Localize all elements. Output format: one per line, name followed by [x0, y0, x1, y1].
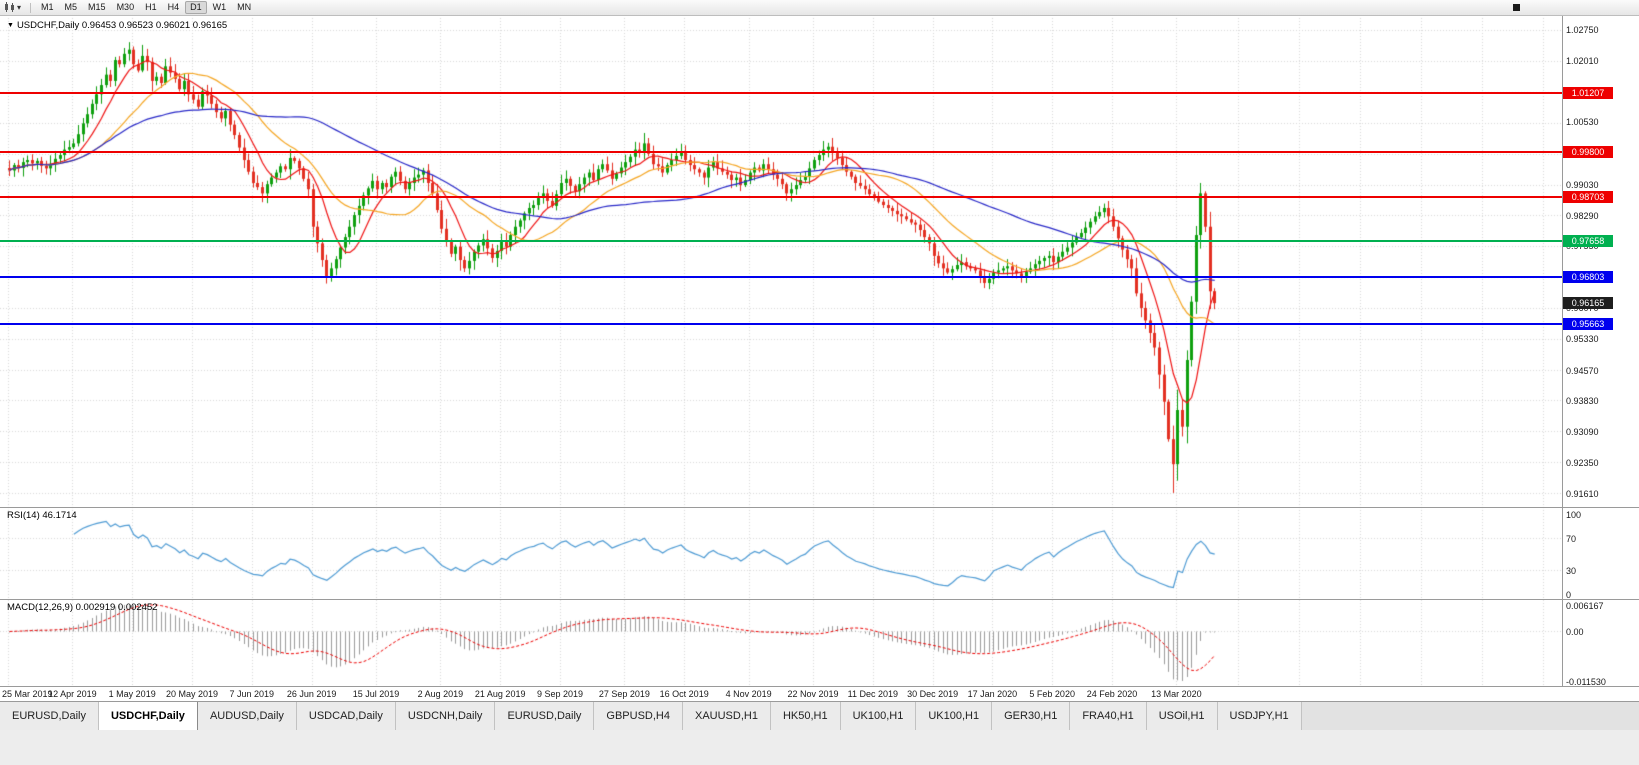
- tab-ger30-h1[interactable]: GER30,H1: [992, 702, 1071, 730]
- price-marker-1.01207: 1.01207: [1563, 87, 1613, 100]
- price-marker-0.98703: 0.98703: [1563, 191, 1613, 204]
- date-tick-label: 9 Sep 2019: [536, 689, 584, 699]
- timeframe-d1[interactable]: D1: [185, 0, 207, 15]
- rsi-tick-label: 100: [1566, 510, 1582, 520]
- tab-audusd-daily[interactable]: AUDUSD,Daily: [197, 702, 297, 730]
- price-tick-label: 1.00530: [1566, 117, 1599, 128]
- tab-usdchf-daily[interactable]: USDCHF,Daily: [98, 702, 198, 730]
- date-tick-label: 17 Jan 2020: [967, 689, 1018, 699]
- macd-indicator-label: MACD(12,26,9) 0.002919 0.002452: [7, 602, 158, 613]
- date-tick-label: 30 Dec 2019: [907, 689, 959, 699]
- symbol-ohlc-label: ▼ USDCHF,Daily 0.96453 0.96523 0.96021 0.…: [7, 20, 227, 31]
- rsi-tick-label: 70: [1566, 534, 1577, 544]
- current-price-marker: 0.96165: [1563, 297, 1613, 310]
- tab-uk100-h1[interactable]: UK100,H1: [840, 702, 917, 730]
- date-tick-label: 5 Feb 2020: [1029, 689, 1075, 699]
- symbol-ohlc-text: USDCHF,Daily 0.96453 0.96523 0.96021 0.9…: [16, 20, 228, 31]
- timeframe-m1[interactable]: M1: [41, 1, 54, 12]
- price-tick-label: 0.95330: [1566, 333, 1599, 344]
- macd-tick-label: -0.011530: [1566, 677, 1606, 687]
- macd-tick-label: 0.00: [1566, 627, 1584, 638]
- price-tick-label: 0.98290: [1566, 210, 1599, 221]
- date-tick-label: 25 Mar 2019: [2, 689, 53, 699]
- macd-panel-separator[interactable]: [0, 599, 1639, 600]
- hline-0.96803[interactable]: [0, 275, 1562, 278]
- hline-0.99800[interactable]: [0, 150, 1562, 153]
- timeframe-toolbar: M1 M5 M15 M30 H1 H4 D1 W1 MN: [36, 0, 256, 15]
- candlestick-chart-icon[interactable]: [4, 2, 16, 13]
- tab-xauusd-h1[interactable]: XAUUSD,H1: [682, 702, 771, 730]
- price-marker-0.99800: 0.99800: [1563, 145, 1613, 158]
- chart-type-dropdown-icon[interactable]: ▾: [17, 2, 22, 12]
- date-tick-label: 4 Nov 2019: [725, 689, 772, 699]
- tab-eurusd-daily[interactable]: EURUSD,Daily: [0, 702, 99, 730]
- price-chart-canvas[interactable]: [0, 16, 1639, 686]
- rsi-panel-separator[interactable]: [0, 507, 1639, 508]
- timeframe-m5[interactable]: M5: [64, 1, 78, 12]
- hline-0.98703[interactable]: [0, 196, 1562, 199]
- date-tick-label: 12 Apr 2019: [48, 689, 97, 699]
- price-marker-0.95663: 0.95663: [1563, 318, 1613, 331]
- chart-toolbar: ▾ M1 M5 M15 M30 H1 H4 D1 W1 MN: [0, 0, 1639, 16]
- chart-tab-bar: EURUSD,Daily USDCHF,Daily AUDUSD,Daily USDC…: [0, 701, 1639, 730]
- date-tick-label: 15 Jul 2019: [352, 689, 400, 699]
- price-marker-0.97658: 0.97658: [1563, 234, 1613, 247]
- tab-usoil-h1[interactable]: USOil,H1: [1146, 702, 1218, 730]
- price-tick-label: 0.91610: [1566, 488, 1599, 499]
- date-tick-label: 16 Oct 2019: [659, 689, 709, 699]
- tab-fra40-h1[interactable]: FRA40,H1: [1070, 702, 1147, 730]
- tab-gbpusd-h4[interactable]: GBPUSD,H4: [594, 702, 683, 730]
- price-tick-label: 1.02750: [1566, 24, 1599, 35]
- tab-hk50-h1[interactable]: HK50,H1: [770, 702, 841, 730]
- date-tick-label: 24 Feb 2020: [1086, 689, 1138, 699]
- timeframe-m15[interactable]: M15: [88, 1, 106, 12]
- price-tick-label: 0.99030: [1566, 179, 1599, 190]
- date-tick-label: 7 Jun 2019: [229, 689, 275, 699]
- tab-usdjpy-h1[interactable]: USDJPY,H1: [1217, 702, 1302, 730]
- tab-usdcad-daily[interactable]: USDCAD,Daily: [296, 702, 396, 730]
- symbol-caret-icon[interactable]: ▼: [7, 22, 14, 29]
- timeframe-m30[interactable]: M30: [116, 1, 135, 12]
- price-tick-label: 0.92350: [1566, 458, 1599, 469]
- date-tick-label: 20 May 2019: [165, 689, 219, 699]
- rsi-indicator-label: RSI(14) 46.1714: [7, 510, 77, 521]
- price-tick-label: 0.94570: [1566, 365, 1599, 376]
- date-tick-label: 21 Aug 2019: [474, 689, 526, 699]
- date-tick-label: 22 Nov 2019: [787, 689, 839, 699]
- price-tick-label: 1.02010: [1566, 55, 1599, 66]
- tab-usdcnh-daily[interactable]: USDCNH,Daily: [395, 702, 496, 730]
- window-restore-icon[interactable]: [1513, 4, 1520, 11]
- price-marker-0.96803: 0.96803: [1563, 270, 1613, 283]
- price-tick-label: 0.93830: [1566, 396, 1599, 407]
- date-tick-label: 26 Jun 2019: [286, 689, 337, 699]
- toolbar-separator: [30, 2, 32, 13]
- rsi-tick-label: 30: [1566, 566, 1577, 576]
- date-tick-label: 11 Dec 2019: [847, 689, 898, 699]
- hline-0.97658[interactable]: [0, 239, 1562, 242]
- price-axis-border: [1562, 16, 1563, 686]
- timeframe-h4[interactable]: H4: [167, 1, 180, 12]
- tab-uk100-h1[interactable]: UK100,H1: [916, 702, 993, 730]
- timeframe-h1[interactable]: H1: [145, 1, 157, 12]
- timeframe-w1[interactable]: W1: [212, 1, 227, 12]
- macd-tick-label: 0.006167: [1566, 601, 1604, 611]
- hline-1.01207[interactable]: [0, 92, 1562, 95]
- date-axis-separator: [0, 686, 1639, 687]
- price-tick-label: 0.93090: [1566, 427, 1599, 438]
- timeframe-mn[interactable]: MN: [237, 1, 252, 12]
- tab-eurusd-daily[interactable]: EURUSD,Daily: [495, 702, 595, 730]
- date-tick-label: 2 Aug 2019: [417, 689, 464, 699]
- date-tick-label: 13 Mar 2020: [1151, 689, 1202, 699]
- rsi-tick-label: 0: [1566, 590, 1572, 600]
- hline-0.95663[interactable]: [0, 323, 1562, 326]
- date-tick-label: 27 Sep 2019: [598, 689, 650, 699]
- date-tick-label: 1 May 2019: [108, 689, 156, 699]
